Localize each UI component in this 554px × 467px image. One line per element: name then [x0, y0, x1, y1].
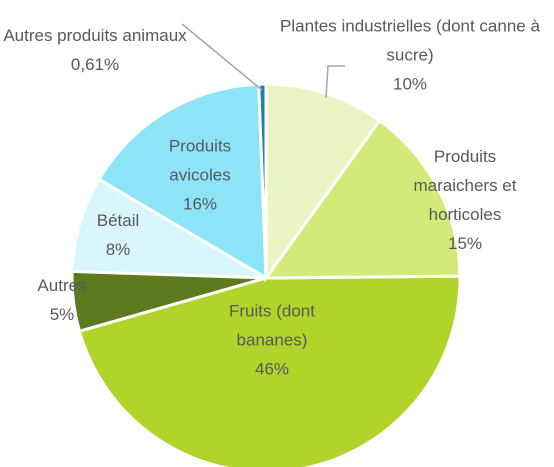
category-label: Autres — [37, 276, 87, 295]
value-label: 5% — [49, 305, 75, 324]
value-label: 15% — [447, 234, 483, 253]
slice-label: Bétail 8% — [78, 206, 158, 264]
value-label: 8% — [105, 240, 131, 259]
slice-label: Autres 5% — [22, 271, 102, 329]
pie-slice — [96, 82, 268, 281]
category-label: Bétail — [96, 211, 140, 230]
leader-line — [181, 23, 263, 91]
pie-slice — [263, 118, 462, 280]
category-label: Plantes industrielles (dont canne à sucr… — [280, 16, 540, 65]
value-label: 46% — [254, 359, 290, 379]
category-label: Produits maraichers et horticoles — [413, 147, 517, 224]
value-label: 16% — [182, 194, 218, 214]
value-label: 0,61% — [70, 55, 120, 74]
category-label: Fruits (dont bananes) — [229, 301, 315, 350]
slice-label: Autres produits animaux 0,61% — [0, 21, 190, 79]
slice-label: Produits maraichers et horticoles 15% — [390, 142, 540, 258]
category-label: Autres produits animaux — [3, 26, 187, 45]
category-label: Produits avicoles — [168, 136, 232, 185]
pie-slice — [77, 274, 462, 467]
slice-label: Fruits (dont bananes) 46% — [197, 297, 347, 384]
slice-label: Plantes industrielles (dont canne à sucr… — [275, 12, 545, 99]
value-label: 10% — [392, 74, 428, 94]
pie-slice — [70, 177, 267, 280]
slice-label: Produits avicoles 16% — [140, 132, 260, 219]
leader-line — [325, 65, 345, 99]
